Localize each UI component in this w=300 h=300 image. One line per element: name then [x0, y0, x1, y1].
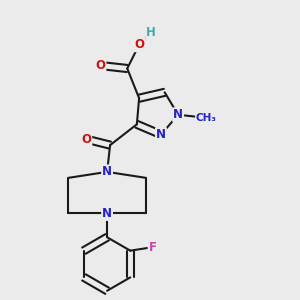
- Text: N: N: [102, 165, 112, 178]
- Text: N: N: [156, 128, 166, 141]
- Text: O: O: [81, 133, 91, 146]
- Text: N: N: [173, 108, 183, 121]
- Text: H: H: [146, 26, 156, 39]
- Text: N: N: [102, 207, 112, 220]
- Text: O: O: [134, 38, 144, 51]
- Text: CH₃: CH₃: [196, 113, 217, 123]
- Text: O: O: [95, 59, 106, 72]
- Text: F: F: [148, 241, 157, 254]
